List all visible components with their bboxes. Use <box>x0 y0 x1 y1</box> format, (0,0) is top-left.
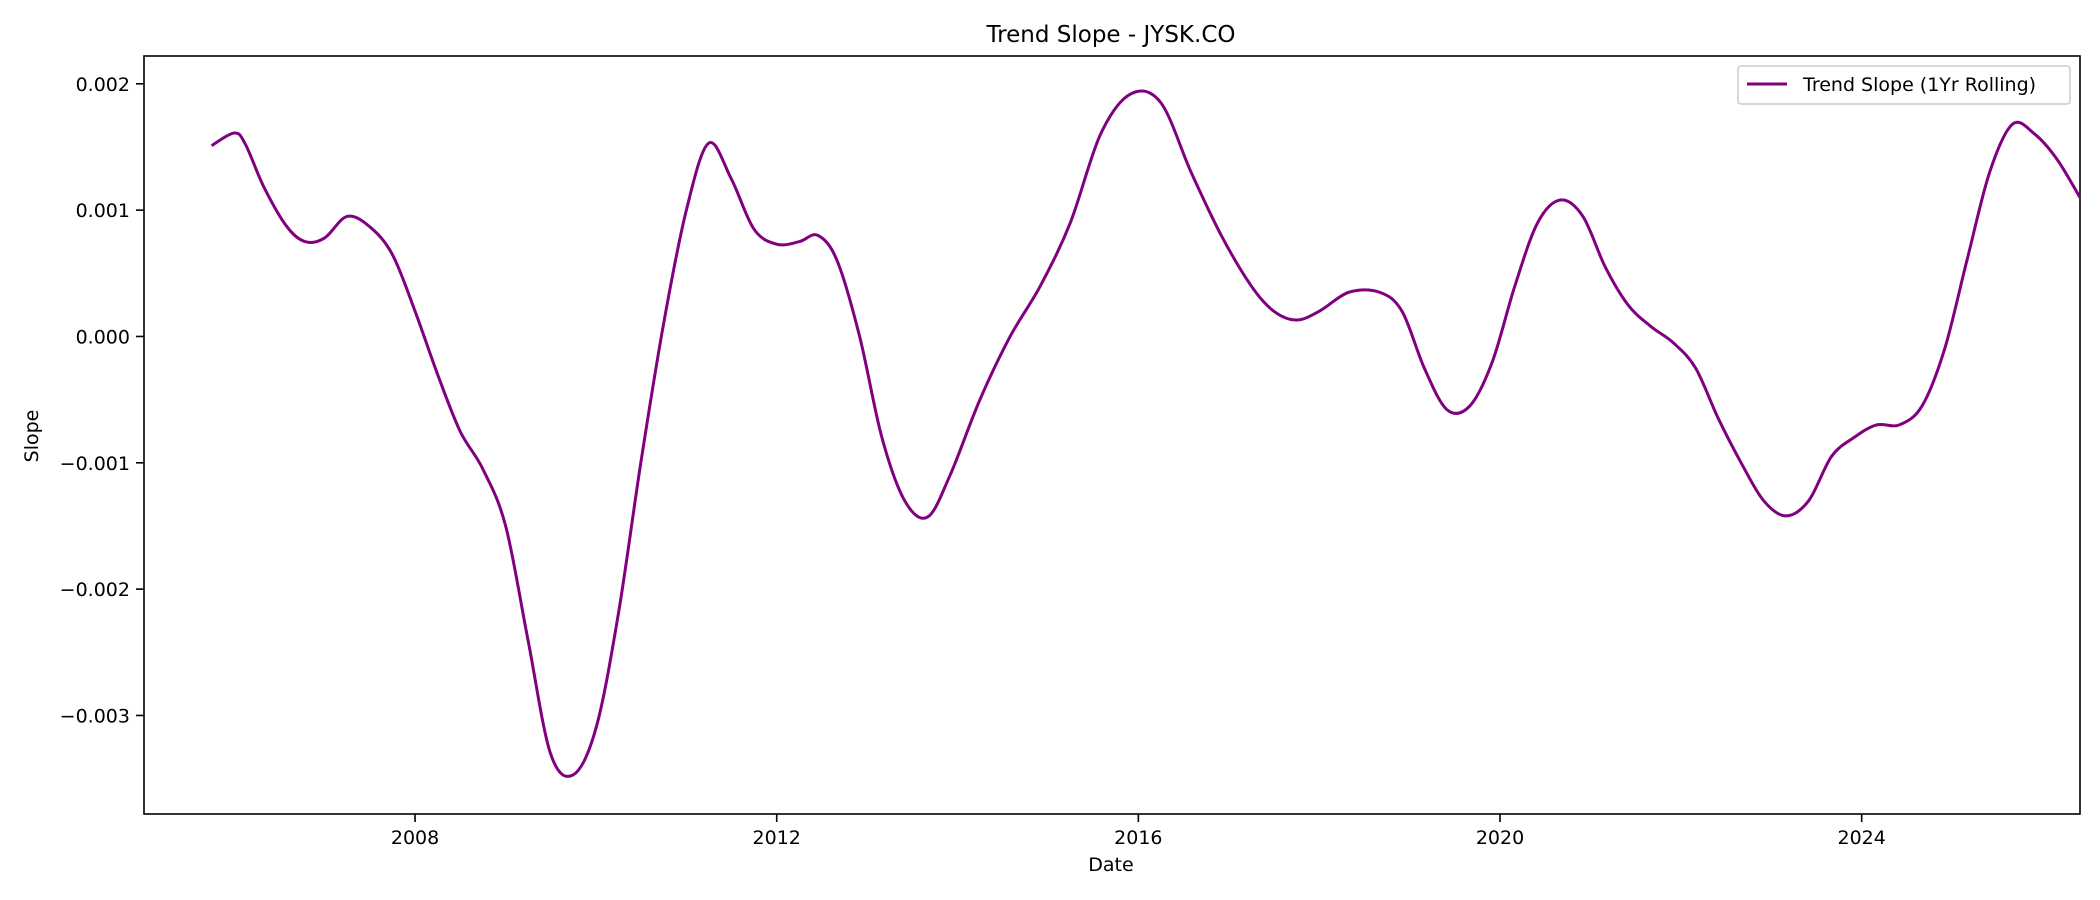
x-tick-label: 2012 <box>753 827 801 849</box>
legend-box <box>1737 65 2071 105</box>
x-tick-label: 2008 <box>391 827 439 849</box>
x-tick-label: 2020 <box>1476 827 1524 849</box>
y-tick-label: −0.003 <box>60 705 130 727</box>
series-group <box>210 89 2082 778</box>
y-tick-label: −0.002 <box>60 579 130 601</box>
x-tick-label: 2016 <box>1114 827 1162 849</box>
series-line-trend-slope <box>210 89 2082 778</box>
x-tick-label: 2024 <box>1837 827 1885 849</box>
plot-frame <box>143 55 2081 815</box>
y-tick-label: −0.001 <box>60 453 130 475</box>
y-axis-label: Slope <box>21 410 43 463</box>
y-tick-label: 0.002 <box>76 74 130 96</box>
plot-area <box>143 55 2081 815</box>
x-axis: 2008 2012 2016 2020 2024 <box>391 814 1886 849</box>
x-axis-label: Date <box>1088 854 1133 876</box>
y-tick-label: 0.001 <box>76 200 130 222</box>
legend: Trend Slope (1Yr Rolling) <box>1737 65 2071 105</box>
legend-label: Trend Slope (1Yr Rolling) <box>1802 74 2036 96</box>
y-tick-label: 0.000 <box>76 326 130 348</box>
chart-title: Trend Slope - JYSK.CO <box>986 22 1236 48</box>
y-axis: −0.003 −0.002 −0.001 0.000 0.001 0.002 <box>60 74 144 727</box>
